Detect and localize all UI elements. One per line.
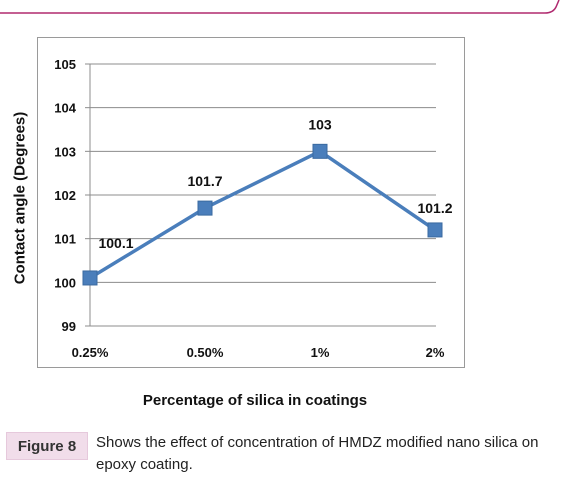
data-point	[82, 270, 98, 286]
y-tick-label: 105	[54, 57, 76, 72]
y-tick-label: 104	[54, 101, 76, 116]
x-tick-label: 1%	[311, 345, 330, 360]
series-line	[89, 149, 436, 280]
y-tick-label: 99	[62, 319, 76, 334]
y-tick-label: 102	[54, 188, 76, 203]
y-axis-label: Contact angle (Degrees)	[11, 111, 29, 285]
page-top-border	[0, 0, 560, 14]
x-axis-label: Percentage of silica in coatings	[142, 392, 368, 409]
caption-text: Shows the effect of concentration of HMD…	[96, 434, 539, 473]
x-tick-label: 2%	[426, 345, 445, 360]
figure-caption: Figure 8 Shows the effect of concentrati…	[0, 432, 562, 492]
y-tick-label: 103	[54, 144, 76, 159]
figure-tag: Figure 8	[6, 432, 88, 460]
x-tick-label: 0.25%	[72, 345, 109, 360]
data-label: 101.7	[187, 173, 222, 189]
data-label: 100.1	[98, 235, 133, 251]
data-point	[197, 200, 213, 216]
x-tick-label: 0.50%	[187, 345, 224, 360]
data-label: 101.2	[417, 200, 452, 216]
y-tick-label: 100	[54, 275, 76, 290]
data-point	[427, 222, 443, 238]
data-label: 103	[308, 116, 332, 132]
data-point	[312, 143, 328, 159]
y-tick-label: 101	[54, 232, 76, 247]
